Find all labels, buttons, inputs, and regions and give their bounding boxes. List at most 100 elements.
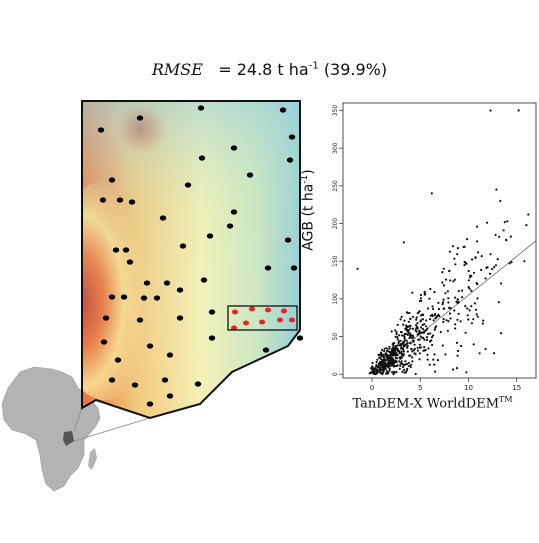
plot-marker bbox=[176, 287, 184, 293]
study-area-marker bbox=[63, 431, 74, 446]
data-point bbox=[391, 371, 394, 374]
data-point bbox=[425, 336, 429, 339]
plot-marker bbox=[279, 107, 287, 113]
data-point bbox=[376, 370, 379, 374]
data-point bbox=[467, 318, 470, 321]
data-point bbox=[505, 239, 508, 242]
data-point bbox=[485, 266, 488, 269]
data-point bbox=[416, 333, 419, 336]
data-point bbox=[374, 365, 377, 368]
data-point bbox=[455, 341, 459, 344]
data-point bbox=[416, 312, 419, 315]
data-point bbox=[442, 301, 445, 304]
plot-marker bbox=[288, 134, 296, 140]
data-point bbox=[375, 361, 378, 364]
data-point bbox=[429, 287, 432, 291]
data-point bbox=[419, 326, 423, 329]
data-point bbox=[424, 292, 427, 296]
data-point bbox=[413, 352, 416, 355]
data-point bbox=[383, 349, 386, 353]
data-point bbox=[503, 221, 506, 224]
data-point bbox=[400, 356, 403, 359]
data-point bbox=[421, 318, 424, 321]
data-point bbox=[393, 350, 396, 353]
data-point bbox=[427, 332, 430, 336]
data-point bbox=[391, 360, 394, 363]
y-tick-label: 200 bbox=[332, 218, 339, 230]
data-point bbox=[370, 371, 373, 374]
data-point bbox=[454, 323, 457, 326]
data-point bbox=[446, 290, 449, 293]
data-point bbox=[389, 351, 392, 355]
data-point bbox=[399, 364, 402, 367]
data-point bbox=[411, 315, 415, 318]
plot-marker bbox=[246, 172, 254, 178]
data-point bbox=[380, 358, 383, 361]
data-point bbox=[431, 305, 434, 308]
plot-marker bbox=[208, 309, 216, 315]
data-point bbox=[494, 233, 497, 236]
data-point bbox=[494, 264, 498, 267]
data-point bbox=[418, 329, 421, 332]
study-area-map bbox=[82, 101, 300, 418]
highlight-plot-marker bbox=[232, 309, 238, 315]
data-point bbox=[461, 296, 464, 299]
data-point bbox=[402, 365, 405, 369]
data-point bbox=[383, 368, 386, 371]
plot-marker bbox=[159, 215, 167, 221]
data-point bbox=[464, 305, 467, 308]
y-axis-label-close: ) bbox=[300, 169, 317, 175]
data-point bbox=[437, 301, 440, 304]
data-point bbox=[426, 327, 429, 330]
plot-frame bbox=[342, 102, 537, 379]
y-axis-label-exponent: -1 bbox=[300, 174, 310, 184]
data-point bbox=[429, 318, 432, 321]
data-point bbox=[408, 311, 411, 315]
data-point bbox=[497, 301, 500, 304]
highlight-plot-marker bbox=[259, 319, 265, 325]
highlight-plot-marker bbox=[249, 306, 255, 312]
data-point bbox=[432, 307, 435, 311]
data-point bbox=[467, 279, 470, 282]
madagascar-shape bbox=[88, 448, 97, 470]
data-point bbox=[470, 289, 473, 292]
data-point bbox=[418, 343, 421, 346]
plot-marker bbox=[286, 157, 294, 163]
data-point bbox=[454, 296, 457, 299]
data-point bbox=[426, 358, 429, 361]
data-point bbox=[378, 356, 381, 359]
data-point bbox=[475, 313, 478, 316]
data-point bbox=[387, 366, 390, 369]
data-point bbox=[399, 362, 402, 365]
data-point bbox=[396, 338, 399, 341]
data-point bbox=[379, 371, 382, 375]
data-point bbox=[389, 360, 392, 363]
callout-line bbox=[73, 407, 83, 432]
data-point bbox=[384, 352, 387, 355]
plot-marker bbox=[226, 223, 234, 229]
rmse-label: RMSE bbox=[151, 60, 203, 79]
rmse-value: = 24.8 t ha bbox=[218, 60, 309, 79]
data-point bbox=[426, 338, 429, 342]
data-point bbox=[387, 371, 390, 374]
data-point bbox=[415, 316, 418, 319]
data-point bbox=[385, 350, 389, 353]
data-point bbox=[437, 307, 440, 311]
data-point bbox=[430, 339, 433, 342]
data-point bbox=[433, 328, 436, 331]
y-tick-label: 300 bbox=[332, 142, 339, 154]
data-point bbox=[403, 368, 406, 371]
data-point bbox=[493, 266, 496, 269]
data-point bbox=[388, 369, 391, 372]
data-point bbox=[525, 224, 528, 227]
data-point bbox=[411, 360, 414, 363]
data-point bbox=[442, 284, 445, 287]
data-point bbox=[406, 346, 409, 349]
data-point bbox=[433, 363, 436, 366]
data-point bbox=[492, 352, 496, 355]
data-point bbox=[396, 323, 399, 326]
data-point bbox=[431, 343, 434, 347]
data-point bbox=[409, 327, 412, 330]
data-point bbox=[405, 329, 408, 332]
data-point bbox=[422, 331, 425, 334]
